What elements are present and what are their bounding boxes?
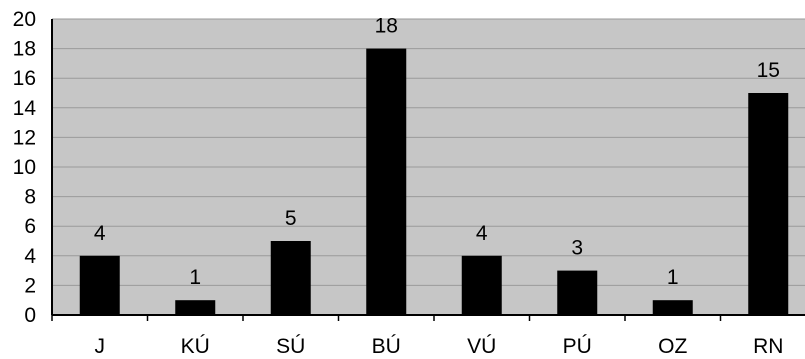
category-label-0: J xyxy=(95,335,106,358)
category-label-2: SÚ xyxy=(276,335,305,358)
y-tick-label: 0 xyxy=(24,304,36,327)
data-label-1: 1 xyxy=(189,266,201,289)
y-tick-label: 18 xyxy=(13,38,36,61)
x-axis-categories: J KÚ SÚ BÚ VÚ PÚ OZ RN xyxy=(95,335,784,358)
y-tick-label: 2 xyxy=(24,274,36,297)
data-label-2: 5 xyxy=(285,207,297,230)
y-tick-label: 10 xyxy=(13,156,36,179)
y-tick-label: 16 xyxy=(13,67,36,90)
category-label-6: OZ xyxy=(658,335,687,358)
category-label-7: RN xyxy=(753,335,783,358)
data-label-6: 1 xyxy=(667,266,679,289)
bar-0 xyxy=(79,255,120,315)
bar-2 xyxy=(270,241,311,315)
bar-1 xyxy=(175,300,216,315)
data-label-0: 4 xyxy=(94,222,106,245)
y-tick-label: 8 xyxy=(24,186,36,209)
y-tick-label: 12 xyxy=(13,126,36,149)
data-label-4: 4 xyxy=(476,222,488,245)
y-axis-ticks: 0 2 4 6 8 10 12 14 16 18 20 xyxy=(13,8,37,327)
data-label-3: 18 xyxy=(375,15,398,38)
bars xyxy=(79,48,789,315)
category-label-5: PÚ xyxy=(563,335,592,358)
bar-4 xyxy=(461,255,502,315)
y-tick-label: 14 xyxy=(13,97,37,120)
gridlines xyxy=(52,18,805,286)
bar-5 xyxy=(557,270,598,315)
category-label-3: BÚ xyxy=(372,335,401,358)
bar-7 xyxy=(748,93,789,315)
category-label-4: VÚ xyxy=(467,335,496,358)
category-label-1: KÚ xyxy=(181,335,210,358)
data-label-7: 15 xyxy=(757,59,780,82)
bar-6 xyxy=(652,300,693,315)
data-label-5: 3 xyxy=(571,237,583,260)
y-tick-label: 4 xyxy=(24,245,36,268)
y-tick-label: 6 xyxy=(24,215,36,238)
bar-3 xyxy=(366,48,407,315)
y-tick-label: 20 xyxy=(13,8,36,31)
